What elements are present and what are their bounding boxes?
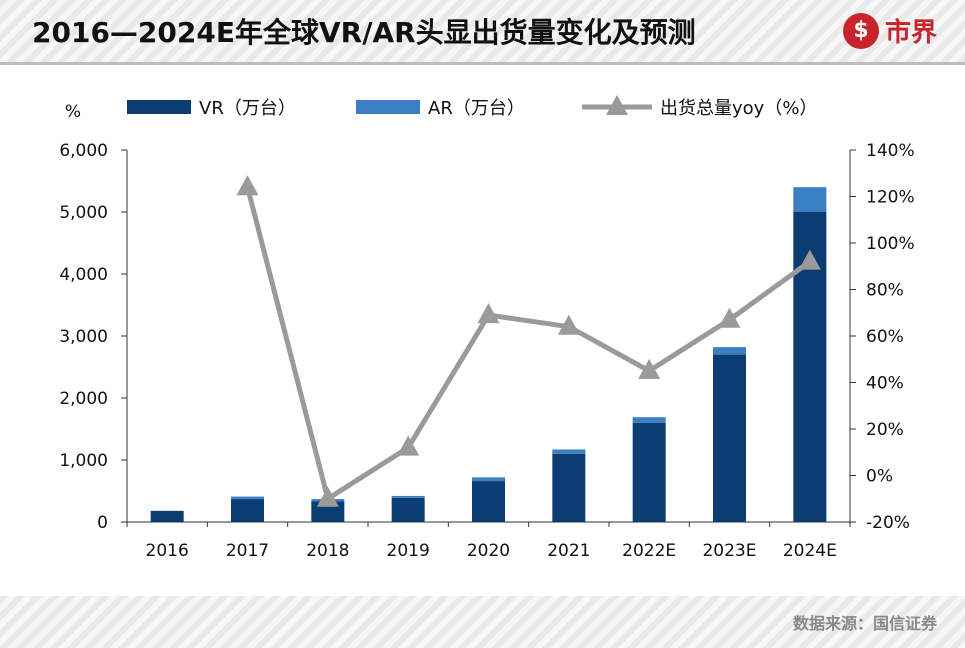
chart-title: 2016—2024E年全球VR/AR头显出货量变化及预测 bbox=[32, 16, 696, 49]
bar-vr bbox=[391, 497, 425, 522]
bar-vr bbox=[150, 510, 184, 522]
x-tick-label: 2019 bbox=[387, 541, 430, 561]
bar-vr bbox=[472, 481, 505, 522]
right-tick-label: 140% bbox=[866, 141, 915, 161]
logo-mark-icon: $ bbox=[842, 12, 879, 49]
left-tick-label: 0 bbox=[97, 513, 108, 533]
yoy-marker bbox=[557, 314, 580, 335]
chart-svg: 0 1,000 2,000 3,000 4,000 5,000 6,000% -20% 0% 20… bbox=[59, 95, 915, 561]
left-tick-label: 3,000 bbox=[59, 327, 108, 347]
header-bar: 2016—2024E年全球VR/AR头显出货量变化及预测 $ 市界 bbox=[0, 0, 965, 65]
bar-vr bbox=[231, 499, 264, 522]
yoy-marker bbox=[236, 175, 259, 196]
legend-swatch-yoy-marker bbox=[606, 95, 628, 115]
right-tick-label: 100% bbox=[866, 234, 915, 254]
right-tick-label: 80% bbox=[866, 281, 904, 301]
legend-label-ar: AR（万台） bbox=[428, 98, 525, 119]
right-tick-label: 20% bbox=[866, 420, 904, 440]
logo-text: 市界 bbox=[884, 18, 937, 48]
left-tick-label: 2,000 bbox=[59, 389, 108, 409]
x-tick-label: 2023E bbox=[702, 541, 756, 561]
x-tick-label: 2017 bbox=[226, 541, 269, 561]
yoy-line bbox=[245, 186, 812, 502]
bar-vr bbox=[632, 422, 666, 522]
yoy-marker bbox=[397, 435, 420, 456]
yoy-marker bbox=[798, 249, 821, 270]
right-tick-label: -20% bbox=[866, 513, 910, 533]
x-tick-label: 2016 bbox=[146, 541, 189, 561]
x-tick-label: 2022E bbox=[622, 541, 676, 561]
bar-ar bbox=[472, 477, 505, 482]
right-tick-label: 0% bbox=[866, 467, 893, 487]
data-source: 数据来源：国信证券 bbox=[792, 614, 937, 633]
left-tick-label: 5,000 bbox=[59, 203, 108, 223]
legend-label-vr: VR（万台） bbox=[199, 98, 296, 119]
yoy-marker bbox=[477, 303, 500, 324]
x-tick-label: 2018 bbox=[306, 541, 349, 561]
left-tick-label: 6,000 bbox=[59, 141, 108, 161]
left-tick-label: 4,000 bbox=[59, 265, 108, 285]
bar-ar bbox=[391, 495, 425, 498]
right-tick-label: 60% bbox=[866, 327, 904, 347]
bar-vr bbox=[552, 453, 586, 522]
bar-ar bbox=[793, 187, 827, 212]
right-tick-label: 40% bbox=[866, 374, 904, 394]
bar-vr bbox=[713, 354, 746, 522]
left-tick-label: 1,000 bbox=[59, 451, 108, 471]
legend-swatch-vr bbox=[127, 100, 191, 114]
x-tick-label: 2020 bbox=[467, 541, 510, 561]
logo: $ 市界 bbox=[842, 12, 937, 49]
bar-ar bbox=[231, 496, 264, 500]
x-tick-label: 2021 bbox=[547, 541, 590, 561]
yoy-marker bbox=[316, 486, 339, 507]
bar-ar bbox=[552, 449, 586, 454]
legend-swatch-ar bbox=[356, 100, 420, 114]
bar-ar bbox=[713, 347, 746, 355]
left-axis-unit: % bbox=[65, 102, 81, 122]
right-tick-label: 120% bbox=[866, 188, 915, 208]
yoy-marker bbox=[718, 307, 741, 328]
yoy-marker bbox=[638, 358, 661, 379]
legend-label-yoy: 出货总量yoy（%） bbox=[660, 98, 817, 119]
bar-ar bbox=[632, 417, 666, 423]
x-tick-label: 2024E bbox=[783, 541, 837, 561]
footer-bar: 数据来源：国信证券 bbox=[0, 596, 965, 648]
